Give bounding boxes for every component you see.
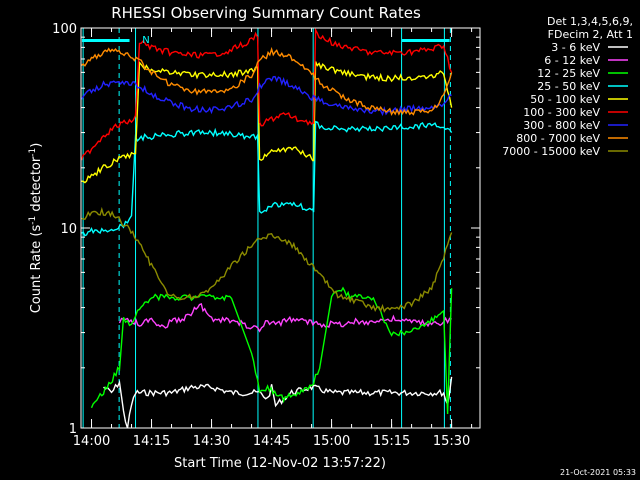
y-axis-label-main: Count Rate (s [29,225,44,314]
legend-label-2: 12 - 25 keV [537,67,600,80]
series-line-7 [81,46,453,117]
y-axis-label-sup1: -1 [28,216,38,225]
series-line-5 [80,27,453,161]
y-axis-label-sup2: -1 [28,148,38,157]
top-flag-bars [81,39,450,42]
x-tick-label-1: 14:15 [133,434,170,449]
x-axis-ticks: 14:00 14:15 14:30 14:45 15:00 15:15 15:30 [73,28,473,449]
series-lines [80,27,453,429]
top-flag-bar-0 [81,39,130,42]
top-flag-bar-1 [401,39,450,42]
legend-label-7: 800 - 7000 keV [516,132,600,145]
x-tick-label-0: 14:00 [73,434,110,449]
y-tick-label-0: 1 [69,422,77,437]
legend-header-line-2: FDecim 2, Att 1 [548,28,633,41]
legend-label-1: 6 - 12 keV [544,54,600,67]
x-axis-label: Start Time (12-Nov-02 13:57:22) [174,456,386,471]
x-tick-label-6: 15:30 [433,434,470,449]
y-tick-label-2: 100 [52,22,77,37]
y-tick-label-1: 10 [60,222,77,237]
legend-label-4: 50 - 100 keV [530,93,600,106]
y-axis-ticks: 1 10 100 [52,22,480,437]
legend-header-line-1: Det 1,3,4,5,6,9, [547,15,633,28]
series-line-6 [80,75,452,117]
x-tick-label-3: 14:45 [253,434,290,449]
y-axis-label-end: ) [29,143,44,148]
legend-label-3: 25 - 50 keV [537,80,600,93]
x-tick-label-2: 14:30 [193,434,230,449]
legend-label-5: 100 - 300 keV [523,106,600,119]
legend-label-6: 300 - 800 keV [523,119,600,132]
x-tick-label-5: 15:15 [373,434,410,449]
legend-label-8: 7000 - 15000 keV [502,145,600,158]
flag-label-n: N [142,35,149,46]
x-tick-label-4: 15:00 [313,434,350,449]
series-line-8 [81,206,453,313]
series-line-1 [118,302,452,333]
y-axis-label-tail: detector [29,156,44,216]
legend-label-0: 3 - 6 keV [551,41,600,54]
chart-title: RHESSI Observing Summary Count Rates [111,4,421,22]
series-line-3 [81,120,453,237]
series-line-2 [90,286,453,415]
legend: Det 1,3,4,5,6,9, FDecim 2, Att 1 3 - 6 k… [502,15,633,158]
footer-timestamp: 21-Oct-2021 05:33 [560,468,636,477]
series-line-0 [103,376,453,429]
series-line-4 [81,60,453,184]
y-axis-label: Count Rate (s-1 detector-1) [28,143,44,314]
